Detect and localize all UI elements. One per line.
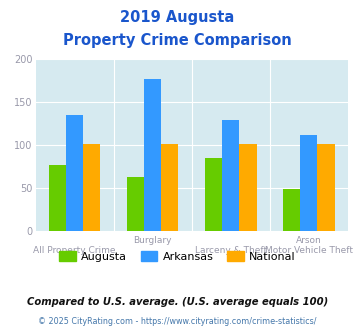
Bar [300,135,317,231]
Bar [66,115,83,231]
Text: All Property Crime: All Property Crime [33,246,116,255]
Bar [83,144,100,231]
Bar [49,165,66,231]
Bar [222,120,239,231]
Bar [205,158,222,231]
Bar [144,79,161,231]
Text: Larceny & Theft: Larceny & Theft [195,246,267,255]
Bar [127,177,144,231]
Bar [317,144,335,231]
Bar [283,189,300,231]
Bar [239,144,257,231]
Text: Burglary: Burglary [133,236,172,245]
Legend: Augusta, Arkansas, National: Augusta, Arkansas, National [55,247,300,267]
Text: Motor Vehicle Theft: Motor Vehicle Theft [265,246,353,255]
Text: Arson: Arson [296,236,322,245]
Text: © 2025 CityRating.com - https://www.cityrating.com/crime-statistics/: © 2025 CityRating.com - https://www.city… [38,317,317,326]
Text: Compared to U.S. average. (U.S. average equals 100): Compared to U.S. average. (U.S. average … [27,297,328,307]
Text: Property Crime Comparison: Property Crime Comparison [63,33,292,48]
Text: 2019 Augusta: 2019 Augusta [120,10,235,25]
Bar [161,144,179,231]
